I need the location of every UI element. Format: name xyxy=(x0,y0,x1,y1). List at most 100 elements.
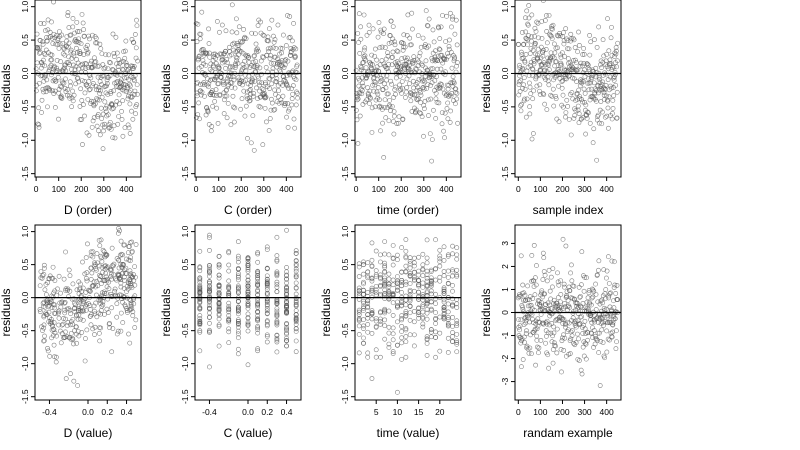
data-points xyxy=(37,226,139,388)
data-point xyxy=(566,320,572,326)
data-point xyxy=(63,329,68,335)
data-point xyxy=(62,65,68,71)
x-tick-label: 300 xyxy=(577,184,591,194)
data-point xyxy=(58,290,63,296)
data-point xyxy=(103,52,109,58)
data-point xyxy=(216,292,222,297)
data-point xyxy=(532,326,538,332)
data-point xyxy=(447,37,452,43)
y-tick-label: 0.0 xyxy=(180,291,190,303)
data-point xyxy=(241,88,247,94)
data-point xyxy=(197,289,203,295)
data-point xyxy=(530,67,536,73)
data-point xyxy=(573,57,578,63)
data-point xyxy=(357,113,363,119)
data-point xyxy=(613,290,619,296)
data-point xyxy=(606,281,612,286)
data-point xyxy=(120,320,126,325)
data-point xyxy=(420,85,426,91)
data-point xyxy=(398,69,404,75)
data-point xyxy=(89,312,94,317)
data-point xyxy=(441,311,447,316)
data-point xyxy=(104,81,110,86)
data-point xyxy=(365,329,371,335)
data-point xyxy=(433,291,438,297)
data-point xyxy=(424,278,430,284)
data-point xyxy=(390,255,396,261)
y-tick-label: -1.0 xyxy=(180,133,190,148)
data-point xyxy=(130,39,136,45)
data-point xyxy=(562,335,568,341)
data-point xyxy=(411,332,417,338)
data-point xyxy=(255,327,261,332)
data-point xyxy=(245,303,251,309)
data-point xyxy=(294,62,300,68)
data-point xyxy=(529,12,535,18)
data-point xyxy=(255,292,261,298)
data-point xyxy=(454,340,460,345)
data-point xyxy=(78,308,83,314)
data-point xyxy=(247,87,253,92)
data-point xyxy=(382,277,388,283)
data-point xyxy=(245,321,251,327)
data-point xyxy=(424,23,430,28)
data-point xyxy=(445,253,451,259)
data-point xyxy=(409,10,415,16)
data-point xyxy=(428,334,434,340)
data-point xyxy=(63,286,69,292)
data-point xyxy=(228,52,234,58)
data-point xyxy=(266,26,272,32)
data-point xyxy=(559,338,565,344)
data-point xyxy=(403,327,409,333)
data-point xyxy=(582,274,588,280)
data-point xyxy=(542,101,548,107)
data-point xyxy=(197,322,203,328)
data-point xyxy=(382,97,388,103)
data-point xyxy=(71,92,77,98)
x-tick-label: 200 xyxy=(555,407,569,417)
data-point xyxy=(79,78,85,83)
data-point xyxy=(41,262,47,268)
data-point xyxy=(207,235,212,241)
data-point xyxy=(201,71,207,77)
data-point xyxy=(592,333,598,339)
data-point xyxy=(444,13,449,19)
data-point xyxy=(365,304,371,310)
data-point xyxy=(376,104,382,110)
data-point xyxy=(524,96,530,102)
data-point xyxy=(255,346,261,352)
data-point xyxy=(519,364,524,370)
data-point xyxy=(132,325,138,330)
data-point xyxy=(235,285,241,290)
data-point xyxy=(294,70,300,76)
y-tick-label: -3 xyxy=(500,378,510,386)
data-point xyxy=(235,324,241,330)
data-point xyxy=(40,328,45,333)
data-point xyxy=(432,58,438,64)
data-point xyxy=(605,314,611,320)
data-point xyxy=(519,30,525,35)
data-point xyxy=(554,326,560,332)
data-point xyxy=(609,52,615,58)
data-point xyxy=(532,25,538,31)
data-point xyxy=(78,316,83,322)
data-point xyxy=(57,29,62,35)
data-point xyxy=(390,282,396,288)
x-axis-label: D (value) xyxy=(64,426,113,440)
data-point xyxy=(541,92,547,97)
data-point xyxy=(524,42,530,48)
data-point xyxy=(235,75,241,81)
data-point xyxy=(431,107,436,113)
data-point xyxy=(64,34,70,39)
data-point xyxy=(550,266,556,272)
data-point xyxy=(424,341,430,346)
data-point xyxy=(41,325,47,331)
data-point xyxy=(420,62,425,68)
x-tick-label: 400 xyxy=(600,407,614,417)
data-point xyxy=(561,30,566,35)
data-point xyxy=(293,317,299,322)
data-point xyxy=(89,270,95,276)
data-point xyxy=(70,336,76,341)
data-point xyxy=(542,18,548,23)
